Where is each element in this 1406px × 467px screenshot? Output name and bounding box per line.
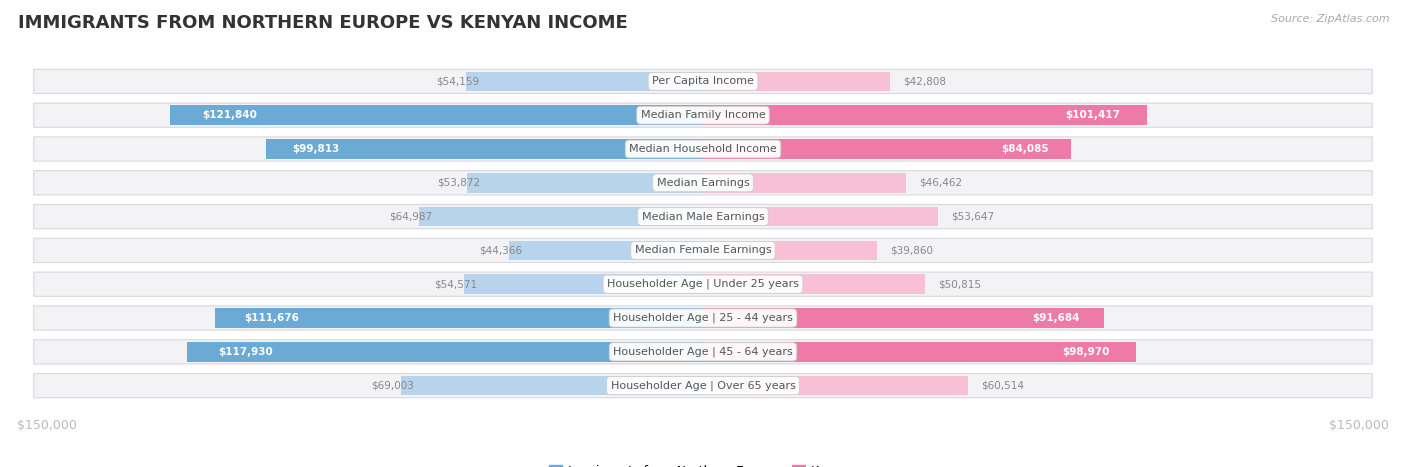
- Bar: [703, 376, 967, 396]
- Bar: [419, 207, 703, 226]
- Bar: [266, 139, 703, 159]
- FancyBboxPatch shape: [34, 137, 1372, 161]
- Bar: [467, 71, 703, 91]
- Text: $54,159: $54,159: [436, 77, 479, 86]
- Text: $46,462: $46,462: [920, 178, 963, 188]
- Bar: [401, 376, 703, 396]
- Text: Median Male Earnings: Median Male Earnings: [641, 212, 765, 222]
- Text: $64,987: $64,987: [388, 212, 432, 222]
- Bar: [187, 342, 703, 361]
- Text: $53,872: $53,872: [437, 178, 481, 188]
- Text: $69,003: $69,003: [371, 381, 415, 390]
- Text: IMMIGRANTS FROM NORTHERN EUROPE VS KENYAN INCOME: IMMIGRANTS FROM NORTHERN EUROPE VS KENYA…: [18, 14, 628, 32]
- FancyBboxPatch shape: [34, 69, 1372, 93]
- Text: $50,815: $50,815: [938, 279, 981, 289]
- Bar: [467, 173, 703, 192]
- Text: $117,930: $117,930: [218, 347, 273, 357]
- Text: $99,813: $99,813: [292, 144, 340, 154]
- Text: $44,366: $44,366: [479, 245, 522, 255]
- FancyBboxPatch shape: [34, 374, 1372, 398]
- Bar: [170, 106, 703, 125]
- Text: $91,684: $91,684: [1032, 313, 1080, 323]
- FancyBboxPatch shape: [34, 306, 1372, 330]
- Text: Median Earnings: Median Earnings: [657, 178, 749, 188]
- Text: Median Female Earnings: Median Female Earnings: [634, 245, 772, 255]
- Bar: [703, 207, 938, 226]
- Bar: [215, 308, 703, 328]
- Text: $39,860: $39,860: [890, 245, 934, 255]
- Bar: [703, 71, 890, 91]
- Text: $111,676: $111,676: [243, 313, 298, 323]
- Text: $42,808: $42,808: [904, 77, 946, 86]
- Bar: [703, 308, 1104, 328]
- Text: $84,085: $84,085: [1001, 144, 1049, 154]
- Text: $98,970: $98,970: [1063, 347, 1109, 357]
- Text: $101,417: $101,417: [1064, 110, 1121, 120]
- Text: Median Household Income: Median Household Income: [628, 144, 778, 154]
- FancyBboxPatch shape: [34, 103, 1372, 127]
- Bar: [509, 241, 703, 260]
- Text: $54,571: $54,571: [434, 279, 478, 289]
- Text: Median Family Income: Median Family Income: [641, 110, 765, 120]
- FancyBboxPatch shape: [34, 238, 1372, 262]
- Text: Householder Age | 25 - 44 years: Householder Age | 25 - 44 years: [613, 313, 793, 323]
- Text: $53,647: $53,647: [950, 212, 994, 222]
- Bar: [703, 106, 1147, 125]
- FancyBboxPatch shape: [34, 272, 1372, 296]
- Bar: [703, 342, 1136, 361]
- Text: $60,514: $60,514: [981, 381, 1024, 390]
- Text: $121,840: $121,840: [202, 110, 257, 120]
- Bar: [464, 275, 703, 294]
- Text: Householder Age | 45 - 64 years: Householder Age | 45 - 64 years: [613, 347, 793, 357]
- Legend: Immigrants from Northern Europe, Kenyan: Immigrants from Northern Europe, Kenyan: [544, 460, 862, 467]
- Bar: [703, 173, 907, 192]
- FancyBboxPatch shape: [34, 171, 1372, 195]
- Bar: [703, 139, 1071, 159]
- Bar: [703, 241, 877, 260]
- Text: Householder Age | Over 65 years: Householder Age | Over 65 years: [610, 380, 796, 391]
- Bar: [703, 275, 925, 294]
- Text: Householder Age | Under 25 years: Householder Age | Under 25 years: [607, 279, 799, 290]
- Text: Per Capita Income: Per Capita Income: [652, 77, 754, 86]
- FancyBboxPatch shape: [34, 205, 1372, 229]
- Text: Source: ZipAtlas.com: Source: ZipAtlas.com: [1271, 14, 1389, 24]
- FancyBboxPatch shape: [34, 340, 1372, 364]
